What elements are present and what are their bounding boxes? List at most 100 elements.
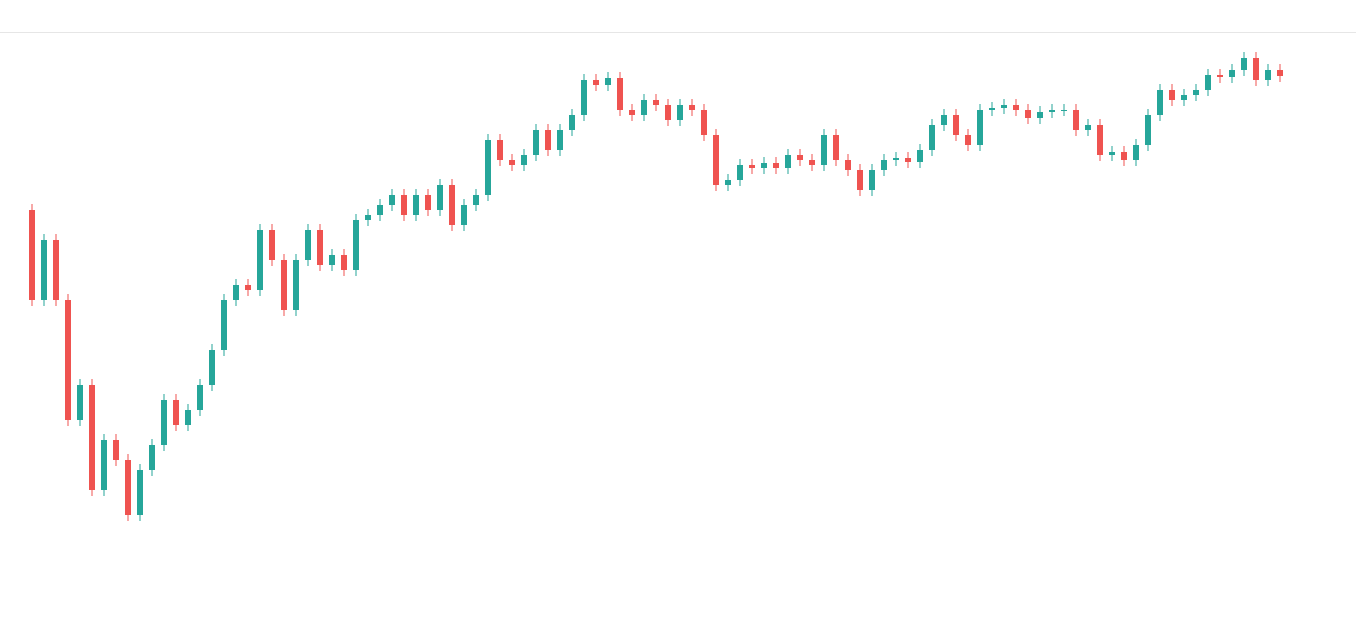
candle-body bbox=[317, 230, 323, 265]
candle-body bbox=[953, 115, 959, 135]
candle-body bbox=[665, 105, 671, 120]
candle-body bbox=[29, 210, 35, 300]
candle-body bbox=[641, 100, 647, 115]
candle-body bbox=[245, 285, 251, 290]
candle-body bbox=[185, 410, 191, 425]
candle-body bbox=[1205, 75, 1211, 90]
candle-body bbox=[1169, 90, 1175, 100]
candle-body bbox=[281, 260, 287, 310]
candle-body bbox=[173, 400, 179, 425]
candle-body bbox=[1001, 105, 1007, 108]
candle-body bbox=[809, 160, 815, 165]
candle-body bbox=[293, 260, 299, 310]
candle-body bbox=[1013, 105, 1019, 110]
candle-body bbox=[509, 160, 515, 165]
candle-body bbox=[893, 158, 899, 160]
candle-body bbox=[353, 220, 359, 270]
candle-body bbox=[1253, 58, 1259, 80]
candle-body bbox=[305, 230, 311, 260]
candle-body bbox=[497, 140, 503, 160]
candle-body bbox=[401, 195, 407, 215]
candle-body bbox=[725, 180, 731, 185]
candle-body bbox=[1157, 90, 1163, 115]
candle-body bbox=[989, 108, 995, 110]
candle-body bbox=[137, 470, 143, 515]
candle-body bbox=[1109, 152, 1115, 155]
candle-body bbox=[1037, 112, 1043, 118]
candle-body bbox=[437, 185, 443, 210]
candle-body bbox=[257, 230, 263, 290]
candle-body bbox=[161, 400, 167, 445]
candle-body bbox=[485, 140, 491, 195]
candle-body bbox=[425, 195, 431, 210]
candle-body bbox=[1277, 70, 1283, 76]
candle-body bbox=[761, 163, 767, 168]
candle-body bbox=[821, 135, 827, 165]
candle-body bbox=[1265, 70, 1271, 80]
candle-body bbox=[1241, 58, 1247, 70]
candle-body bbox=[1085, 125, 1091, 130]
candle-body bbox=[329, 255, 335, 265]
candle-body bbox=[857, 170, 863, 190]
candle-body bbox=[269, 230, 275, 260]
candle-body bbox=[689, 105, 695, 110]
candle-body bbox=[1193, 90, 1199, 95]
candle-body bbox=[89, 385, 95, 490]
candle-body bbox=[1181, 95, 1187, 100]
candle-body bbox=[605, 78, 611, 85]
candle-body bbox=[125, 460, 131, 515]
candle-body bbox=[629, 110, 635, 115]
candle-body bbox=[365, 215, 371, 220]
candle-body bbox=[905, 158, 911, 162]
candle-body bbox=[1061, 110, 1067, 111]
candle-body bbox=[113, 440, 119, 460]
candle-body bbox=[773, 163, 779, 168]
candle-body bbox=[917, 150, 923, 162]
candle-body bbox=[53, 240, 59, 300]
candle-body bbox=[461, 205, 467, 225]
candle-body bbox=[869, 170, 875, 190]
candle-body bbox=[533, 130, 539, 155]
candle-body bbox=[797, 155, 803, 160]
candle-body bbox=[389, 195, 395, 205]
candle-body bbox=[65, 300, 71, 420]
candle-body bbox=[965, 135, 971, 145]
candle-body bbox=[1025, 110, 1031, 118]
candle-body bbox=[149, 445, 155, 470]
candle-body bbox=[845, 160, 851, 170]
candle-body bbox=[653, 100, 659, 105]
candle-body bbox=[1229, 70, 1235, 77]
candle-body bbox=[833, 135, 839, 160]
candle-body bbox=[569, 115, 575, 130]
candle-body bbox=[41, 240, 47, 300]
candle-body bbox=[545, 130, 551, 150]
candle-body bbox=[749, 165, 755, 168]
candle-body bbox=[701, 110, 707, 135]
candle-body bbox=[77, 385, 83, 420]
candle-body bbox=[341, 255, 347, 270]
candle-body bbox=[233, 285, 239, 300]
candle-body bbox=[1049, 110, 1055, 112]
candle-body bbox=[521, 155, 527, 165]
candle-body bbox=[1073, 110, 1079, 130]
candle-body bbox=[1097, 125, 1103, 155]
candle-body bbox=[413, 195, 419, 215]
candle-body bbox=[713, 135, 719, 185]
candle-body bbox=[209, 350, 215, 385]
candle-body bbox=[221, 300, 227, 350]
candle-body bbox=[617, 78, 623, 110]
candle-body bbox=[101, 440, 107, 490]
candle-body bbox=[377, 205, 383, 215]
candle-body bbox=[881, 160, 887, 170]
candle-body bbox=[557, 130, 563, 150]
candle-body bbox=[449, 185, 455, 225]
candle-body bbox=[1133, 145, 1139, 160]
candle-body bbox=[1145, 115, 1151, 145]
candle-body bbox=[1217, 75, 1223, 77]
candle-body bbox=[677, 105, 683, 120]
candle-body bbox=[929, 125, 935, 150]
candle-body bbox=[581, 80, 587, 115]
candle-body bbox=[1121, 152, 1127, 160]
